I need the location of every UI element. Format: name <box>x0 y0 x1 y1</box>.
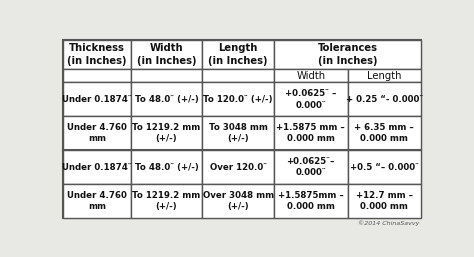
Bar <box>131 69 202 82</box>
Text: + 0.25 “- 0.000″: + 0.25 “- 0.000″ <box>346 95 423 104</box>
Text: ©2014 ChinaSavvy: ©2014 ChinaSavvy <box>358 221 419 226</box>
Text: +0.0625″–
0.000″: +0.0625″– 0.000″ <box>287 157 335 177</box>
Text: Under 0.1874″: Under 0.1874″ <box>62 163 132 172</box>
Text: To 48.0″ (+/-): To 48.0″ (+/-) <box>135 95 199 104</box>
Text: To 3048 mm
(+/-): To 3048 mm (+/-) <box>209 123 267 143</box>
Text: Length: Length <box>367 71 401 81</box>
Text: Width: Width <box>296 71 325 81</box>
Bar <box>347 69 421 82</box>
Text: Under 0.1874″: Under 0.1874″ <box>62 95 132 104</box>
Text: +12.7 mm –
0.000 mm: +12.7 mm – 0.000 mm <box>356 191 413 211</box>
Text: Over 3048 mm
(+/-): Over 3048 mm (+/-) <box>202 191 273 211</box>
Text: +0.0625″ –
0.000″: +0.0625″ – 0.000″ <box>285 89 337 110</box>
Bar <box>274 69 347 82</box>
Text: Thickness
(in Inches): Thickness (in Inches) <box>67 43 127 66</box>
Text: +1.5875mm –
0.000 mm: +1.5875mm – 0.000 mm <box>278 191 344 211</box>
Bar <box>63 69 131 82</box>
Text: Tolerances
(in Inches): Tolerances (in Inches) <box>318 43 377 66</box>
Text: Width
(in Inches): Width (in Inches) <box>137 43 196 66</box>
Text: Length
(in Inches): Length (in Inches) <box>209 43 268 66</box>
Text: +0.5 “– 0.000″: +0.5 “– 0.000″ <box>350 163 419 172</box>
Bar <box>202 69 274 82</box>
Text: Over 120.0″: Over 120.0″ <box>210 163 267 172</box>
Text: +1.5875 mm –
0.000 mm: +1.5875 mm – 0.000 mm <box>276 123 345 143</box>
Text: Under 4.760
mm: Under 4.760 mm <box>67 123 127 143</box>
Text: To 120.0″ (+/-): To 120.0″ (+/-) <box>203 95 273 104</box>
Text: To 1219.2 mm
(+/-): To 1219.2 mm (+/-) <box>132 123 201 143</box>
Text: Under 4.760
mm: Under 4.760 mm <box>67 191 127 211</box>
Text: + 6.35 mm –
0.000 mm: + 6.35 mm – 0.000 mm <box>355 123 414 143</box>
Text: To 48.0″ (+/-): To 48.0″ (+/-) <box>135 163 199 172</box>
Text: To 1219.2 mm
(+/-): To 1219.2 mm (+/-) <box>132 191 201 211</box>
